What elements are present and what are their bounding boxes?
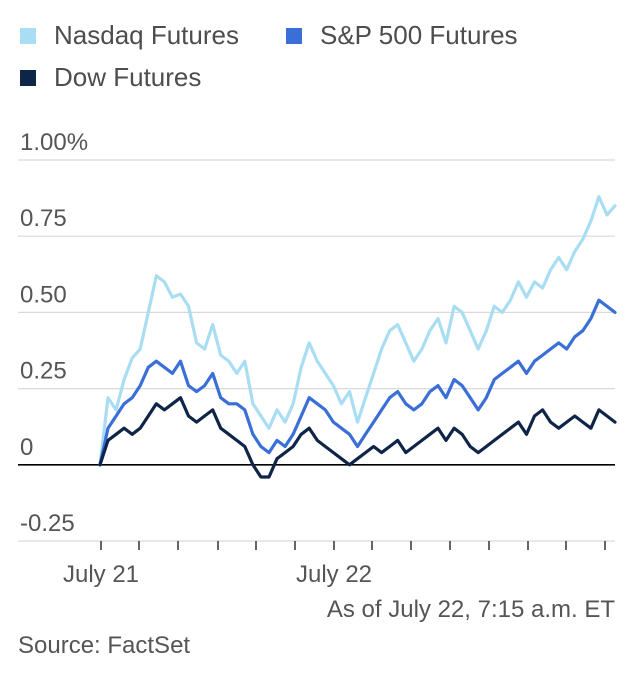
legend-label-nasdaq: Nasdaq Futures — [54, 20, 239, 50]
x-tick-label: July 22 — [296, 561, 372, 588]
y-tick-label: 0 — [20, 434, 33, 461]
y-tick-label: -0.25 — [20, 510, 75, 537]
series-line-2 — [98, 396, 617, 479]
legend-item-sp500: S&P 500 Futures — [286, 20, 518, 51]
legend-swatch-dow — [20, 69, 36, 86]
legend-swatch-nasdaq — [20, 27, 36, 44]
source-note: Source: FactSet — [18, 632, 191, 659]
y-tick-label: 0.50 — [20, 281, 67, 308]
legend-label-dow: Dow Futures — [54, 62, 202, 92]
legend-swatch-sp500 — [286, 27, 302, 44]
as-of-note: As of July 22, 7:15 a.m. ET — [326, 596, 615, 623]
legend-item-dow: Dow Futures — [20, 62, 201, 93]
series-line-1 — [98, 298, 617, 467]
series-line-0 — [98, 195, 617, 467]
x-tick-label: July 21 — [63, 561, 139, 588]
y-tick-label: 0.75 — [20, 205, 67, 232]
legend-label-sp500: S&P 500 Futures — [320, 20, 518, 50]
y-tick-label: 1.00% — [20, 129, 88, 156]
y-tick-label: 0.25 — [20, 358, 67, 385]
legend-item-nasdaq: Nasdaq Futures — [20, 20, 239, 51]
